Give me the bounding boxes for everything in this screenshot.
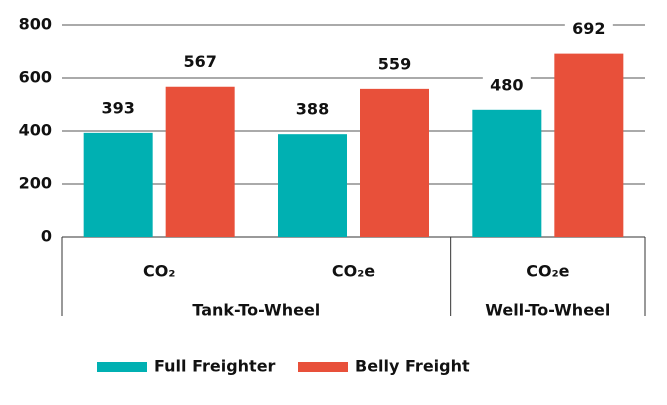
x-tick-label: CO₂ [143,262,175,281]
value-label: 559 [378,54,411,73]
bar [83,132,153,237]
value-label-bg [288,98,337,123]
value-label-bg [370,52,419,77]
y-tick-label: 600 [19,68,52,87]
bar [472,109,542,237]
value-label-bg [176,50,225,75]
group-label: Well-To-Wheel [485,301,610,320]
x-tick-label: CO₂e [332,262,375,281]
value-label-bg [482,73,531,98]
y-tick-label: 800 [19,15,52,34]
value-label: 388 [296,100,329,119]
y-tick-label: 400 [19,121,52,140]
x-tick-label: CO₂e [526,262,569,281]
y-tick-label: 0 [41,227,52,246]
value-label: 393 [101,98,134,117]
legend-label: Full Freighter [154,357,276,376]
legend-label: Belly Freight [355,357,470,376]
bar [278,134,347,237]
bar [554,53,624,238]
legend-swatch [97,362,147,372]
value-label: 480 [490,75,523,94]
value-label-bg [94,96,143,121]
value-label: 692 [572,19,605,38]
value-label-bg [564,17,613,42]
legend-swatch [298,362,348,372]
bar [360,88,429,238]
y-tick-label: 200 [19,174,52,193]
bar [165,86,235,238]
group-label: Tank-To-Wheel [192,301,320,320]
value-label: 567 [183,52,216,71]
